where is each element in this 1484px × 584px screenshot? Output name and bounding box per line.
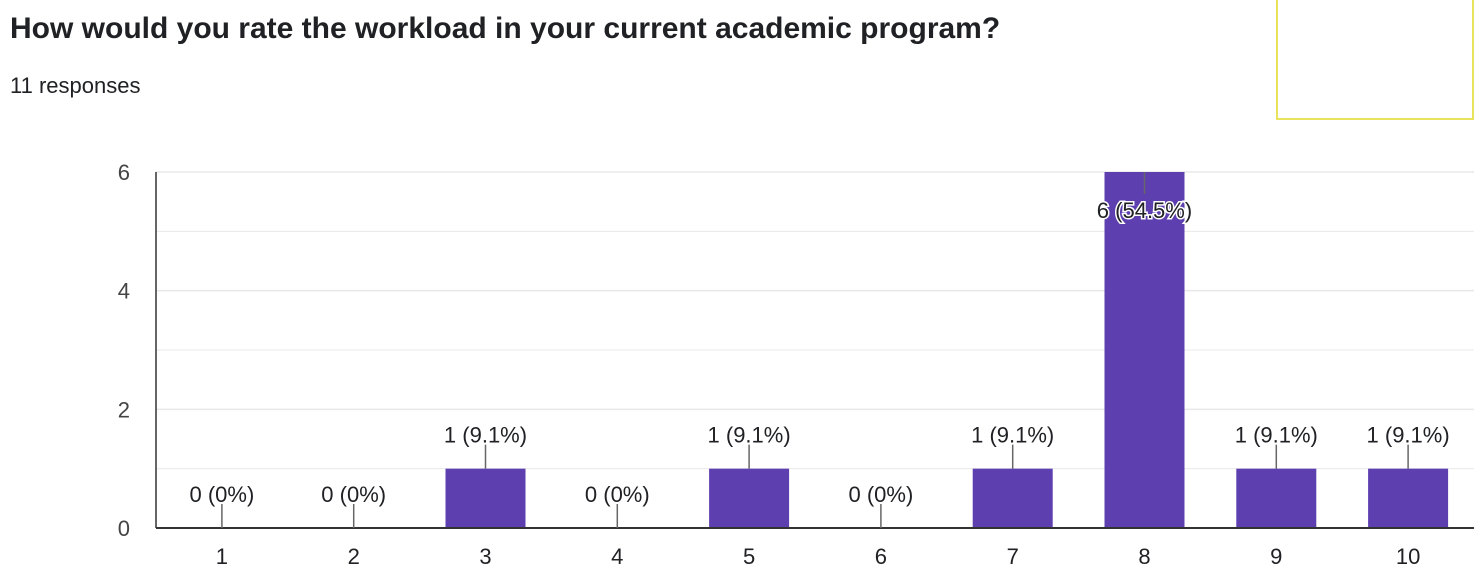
x-axis-ticks: 1 2 3 4 5 6 7 8 9 10: [156, 527, 1474, 569]
grid-layer: [155, 171, 1474, 528]
x-tick-label: 8: [1138, 544, 1150, 569]
data-label: 6 (54.5%): [1097, 198, 1192, 223]
bar: [972, 468, 1053, 528]
question-title: How would you rate the workload in your …: [10, 12, 1001, 45]
y-tick-label: 4: [118, 279, 130, 304]
x-tick-label: 5: [743, 544, 755, 569]
x-tick-label: 1: [216, 544, 228, 569]
data-label: 1 (9.1%): [1235, 423, 1318, 448]
data-label: 1 (9.1%): [1367, 423, 1450, 448]
data-label: 0 (0%): [849, 482, 914, 507]
response-count: 11 responses: [10, 73, 141, 98]
bars: [445, 172, 1449, 528]
bar: [445, 468, 526, 528]
x-tick-label: 2: [348, 544, 360, 569]
data-label: 0 (0%): [190, 482, 255, 507]
x-tick-label: 6: [875, 544, 887, 569]
data-label: 0 (0%): [321, 482, 386, 507]
bar: [1368, 468, 1449, 528]
y-tick-label: 2: [118, 397, 130, 422]
bar: [1236, 468, 1317, 528]
y-tick-label: 6: [118, 160, 130, 185]
data-label: 0 (0%): [585, 482, 650, 507]
y-tick-label: 0: [118, 516, 130, 541]
x-tick-label: 7: [1007, 544, 1019, 569]
corner-placeholder-box: [1276, 0, 1474, 120]
bar: [709, 468, 790, 528]
data-label: 1 (9.1%): [708, 423, 791, 448]
data-label: 1 (9.1%): [971, 423, 1054, 448]
x-tick-label: 10: [1396, 544, 1420, 569]
data-label: 1 (9.1%): [444, 423, 527, 448]
x-tick-label: 4: [611, 544, 623, 569]
x-tick-label: 9: [1270, 544, 1282, 569]
data-labels: 0 (0%) 0 (0%) 1 (9.1%) 0 (0%) 1 (9.1%) 0 (0%)…: [190, 172, 1450, 528]
bar: [1104, 172, 1185, 528]
x-tick-label: 3: [479, 544, 491, 569]
y-axis-ticks: 0 2 4 6: [118, 160, 130, 541]
